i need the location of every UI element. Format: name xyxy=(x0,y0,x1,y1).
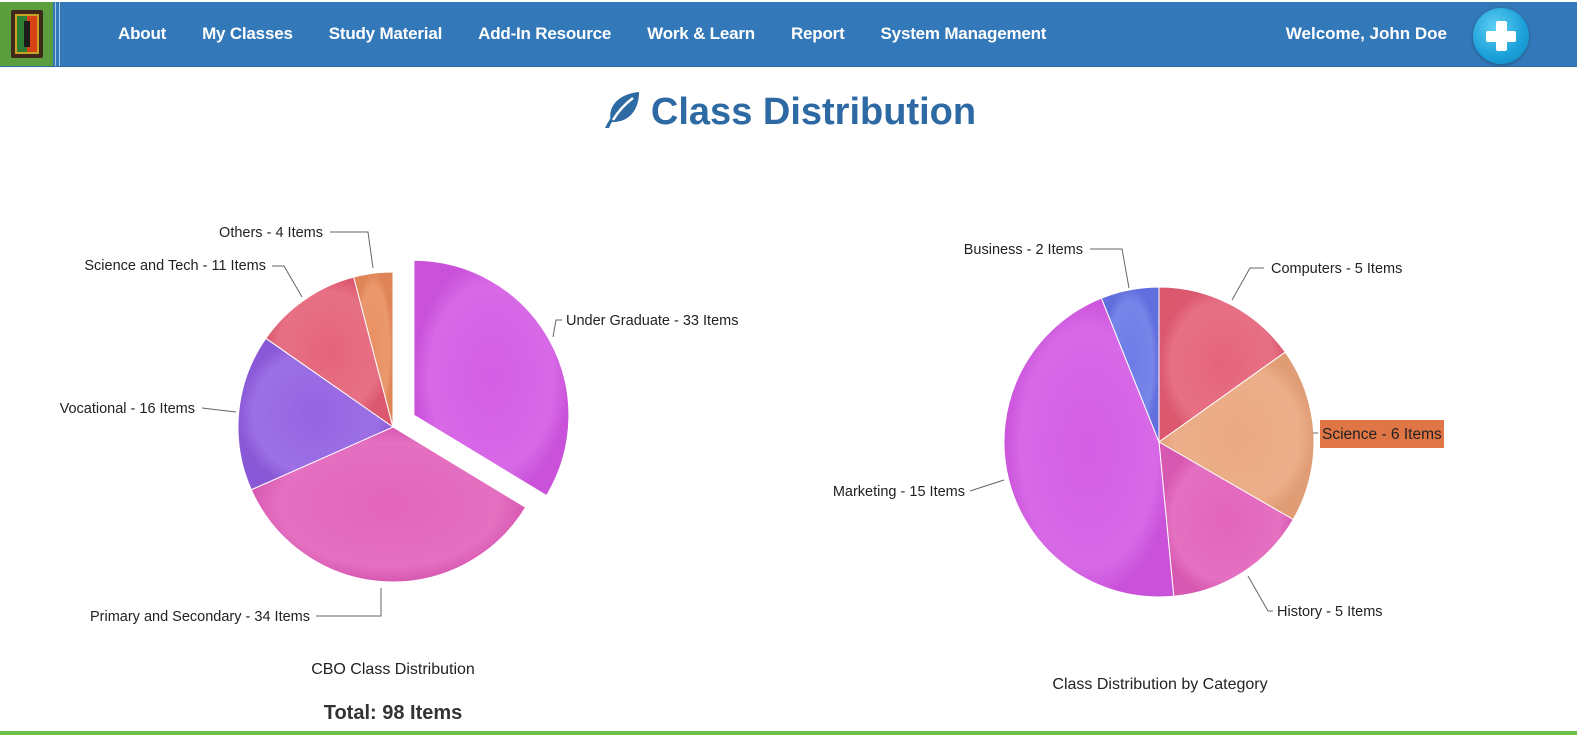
slice-label-vocational: Vocational - 16 Items xyxy=(60,401,195,417)
book-logo-icon xyxy=(10,10,43,58)
pie-slice-computers[interactable] xyxy=(1158,286,1286,443)
tooltip-box xyxy=(1320,420,1444,448)
nav-about[interactable]: About xyxy=(118,24,167,43)
welcome-text[interactable]: Welcome, John Doe xyxy=(1285,24,1447,43)
pie-slice-others[interactable] xyxy=(353,271,394,428)
nav-system-management[interactable]: System Management xyxy=(880,24,1047,43)
label-connector xyxy=(316,588,382,617)
nav-report[interactable]: Report xyxy=(790,24,845,43)
main-menu: About My Classes Study Material Add-In R… xyxy=(100,2,1064,66)
slice-label-under-graduate: Under Graduate - 33 Items xyxy=(566,313,738,329)
slice-label-history: History - 5 Items xyxy=(1277,604,1383,620)
top-navbar: About My Classes Study Material Add-In R… xyxy=(0,2,1577,67)
label-connector xyxy=(552,319,562,338)
pie-slice-vocational[interactable] xyxy=(237,337,395,491)
slice-label-science-and-tech: Science and Tech - 11 Items xyxy=(84,258,266,274)
pie-slice-science-and-tech[interactable] xyxy=(265,276,394,429)
label-connector xyxy=(1231,267,1264,301)
pie-slice-primary-and-secondary[interactable] xyxy=(250,426,527,583)
bottom-accent-line xyxy=(0,731,1577,735)
label-connector xyxy=(1247,575,1273,612)
pie-slice-science[interactable] xyxy=(1158,351,1315,521)
label-connector xyxy=(330,231,374,269)
app-logo[interactable] xyxy=(0,2,53,66)
label-connector xyxy=(201,407,237,413)
page-title: Class Distribution xyxy=(650,91,977,133)
slice-label-computers: Computers - 5 Items xyxy=(1271,261,1402,277)
add-plus-button[interactable] xyxy=(1473,8,1529,64)
nav-my-classes[interactable]: My Classes xyxy=(202,24,293,43)
pie-slice-business[interactable] xyxy=(1100,286,1160,443)
nav-work-and-learn[interactable]: Work & Learn xyxy=(647,24,755,43)
tooltip-text: Science - 6 Items xyxy=(1322,426,1442,443)
slice-label-primary-and-secondary: Primary and Secondary - 34 Items xyxy=(90,609,310,625)
logo-divider xyxy=(55,2,60,66)
total-items: Total: 98 Items xyxy=(323,702,463,724)
pie-slice-under-graduate[interactable] xyxy=(413,259,570,497)
nav-study-material[interactable]: Study Material xyxy=(328,24,443,43)
label-connector xyxy=(272,265,303,298)
slice-label-others: Others - 4 Items xyxy=(219,225,323,241)
chart-title-category: Class Distribution by Category xyxy=(1052,676,1268,693)
page-heading: Class Distribution xyxy=(0,88,1577,140)
leaf-icon xyxy=(601,88,643,140)
pie-slice-history[interactable] xyxy=(1158,441,1294,597)
label-connector xyxy=(969,479,1005,492)
slice-label-business: Business - 2 Items xyxy=(964,242,1083,258)
pie-chart-0: Under Graduate - 33 Items Primary and Sec… xyxy=(60,225,739,625)
pie-chart-1: Computers - 5 Items History - 5 Items Mark… xyxy=(833,242,1403,620)
nav-add-in-resource[interactable]: Add-In Resource xyxy=(478,24,612,43)
chart-title-cbo: CBO Class Distribution xyxy=(311,661,475,678)
slice-label-marketing: Marketing - 15 Items xyxy=(833,484,965,500)
label-connector xyxy=(1090,248,1130,289)
